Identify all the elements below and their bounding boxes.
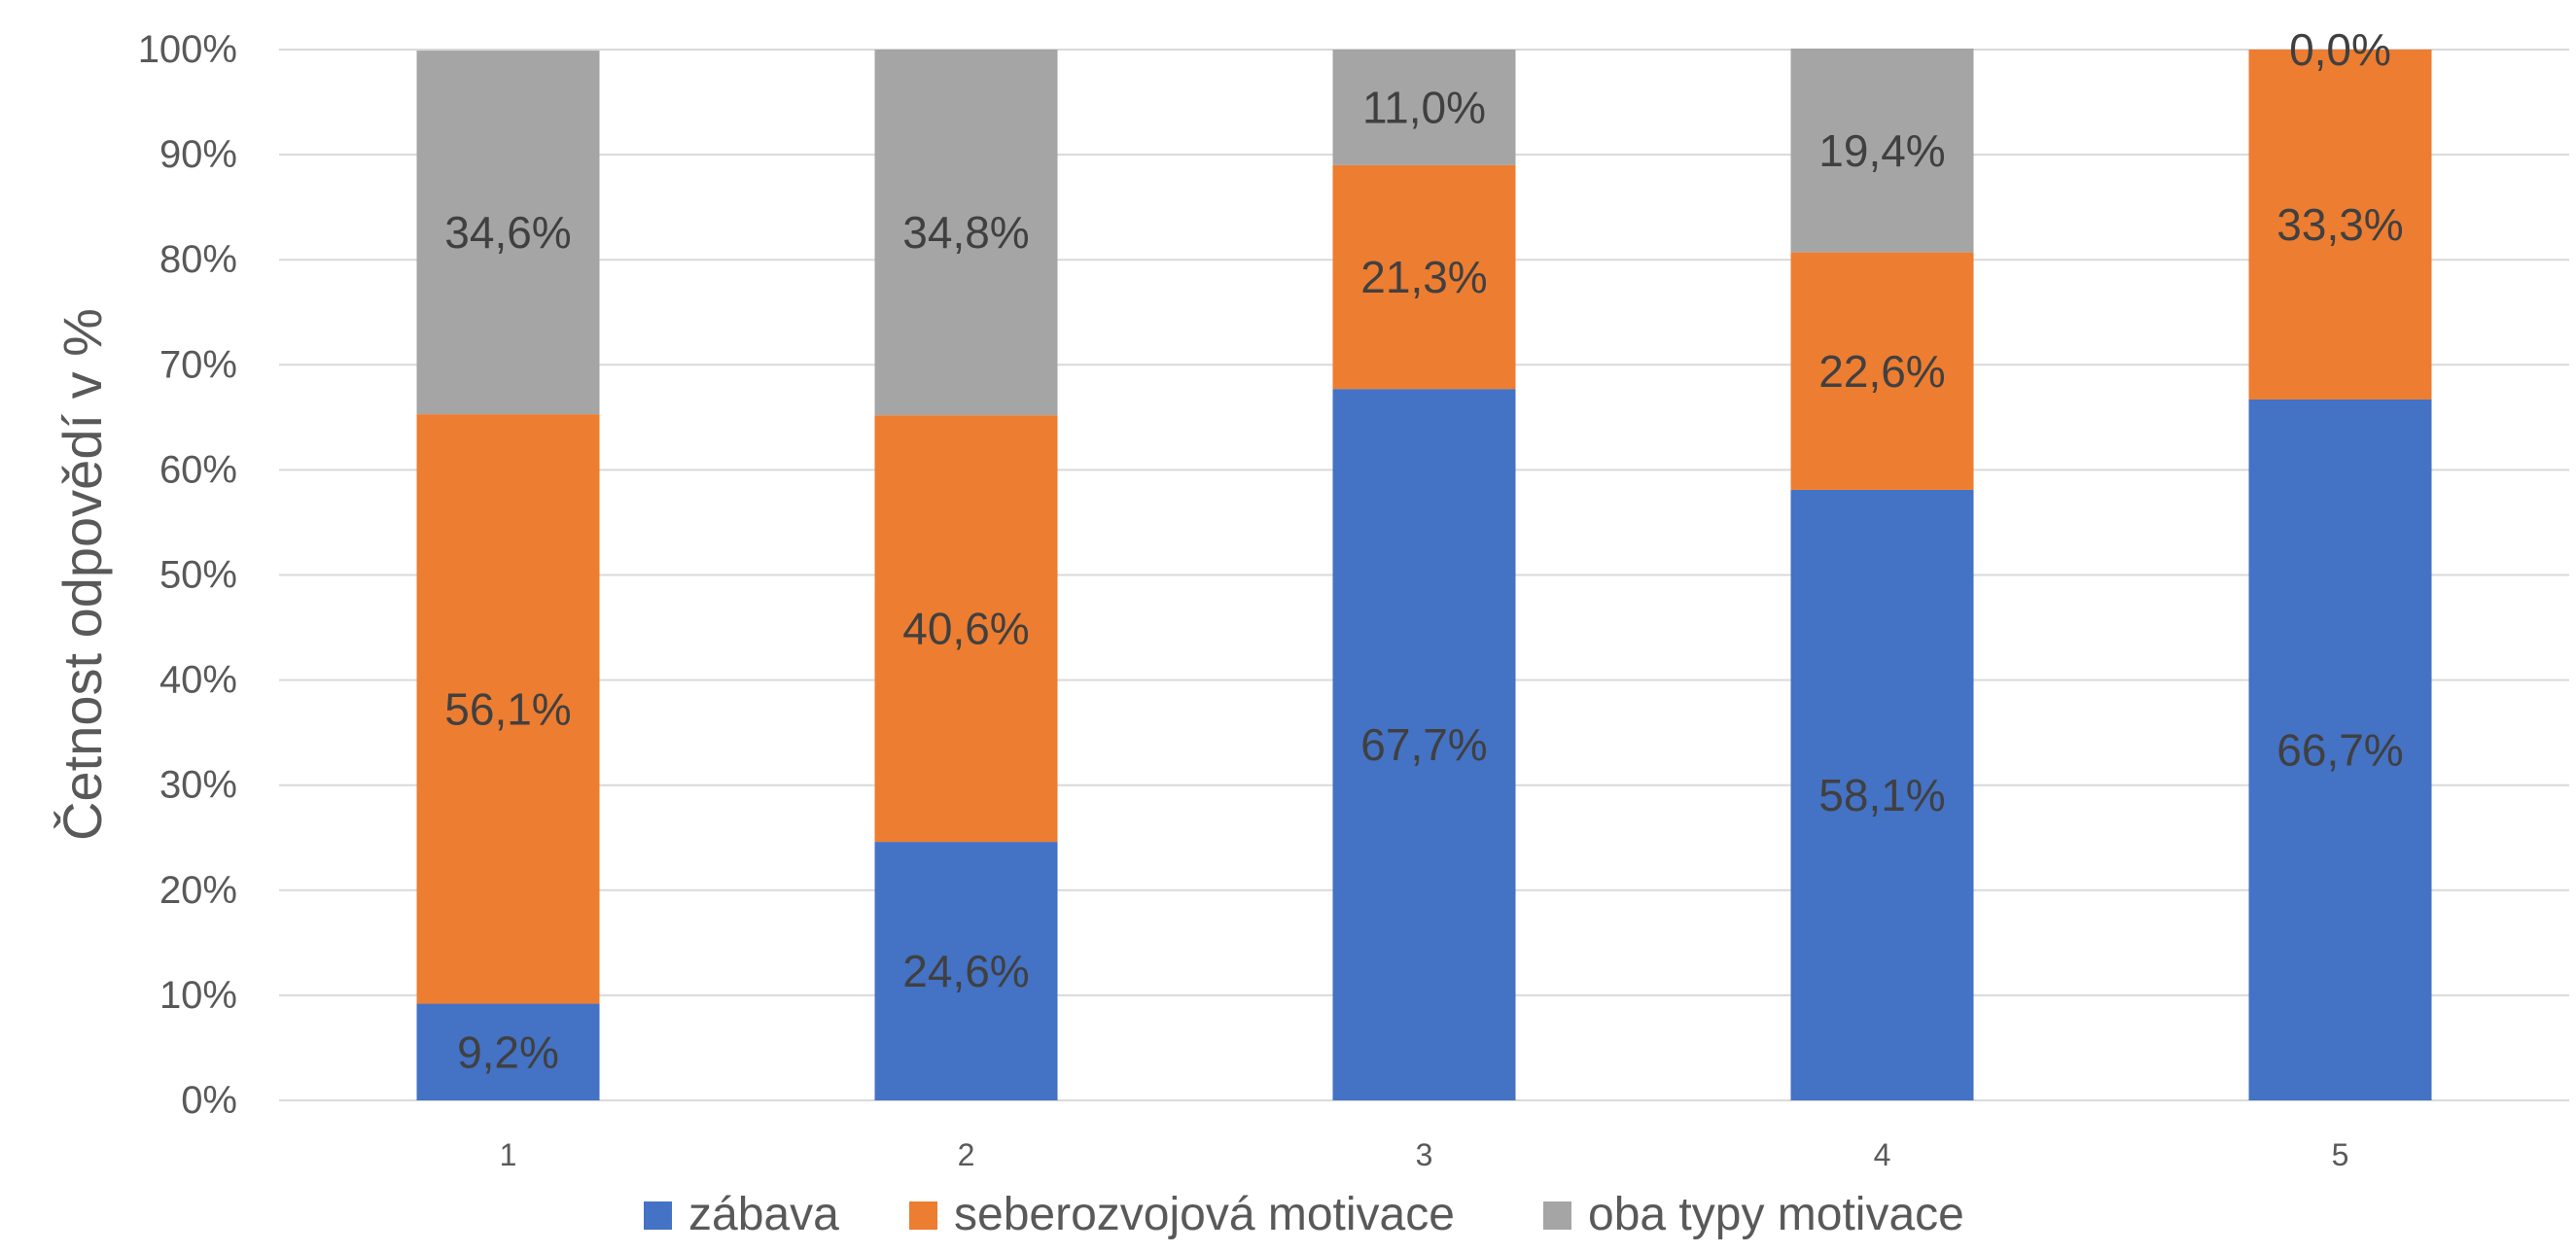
data-label-zabava-2: 24,6% bbox=[902, 946, 1029, 996]
bar-oba-typy-motivace-4 bbox=[1790, 48, 1974, 253]
data-label-oba-typy-motivace-4: 19,4% bbox=[1818, 125, 1945, 176]
y-tick-label-10: 10% bbox=[159, 974, 237, 1017]
data-label-zabava-1: 9,2% bbox=[457, 1027, 559, 1077]
y-tick-label-0: 0% bbox=[181, 1079, 237, 1122]
bar-seberozvojova-motivace-2 bbox=[874, 415, 1058, 843]
y-tick-label-80: 80% bbox=[159, 238, 237, 281]
data-label-zabava-4: 58,1% bbox=[1818, 770, 1945, 820]
bar-seberozvojova-motivace-5 bbox=[2248, 50, 2432, 400]
x-tick-label-2: 2 bbox=[958, 1137, 975, 1172]
y-tick-label-50: 50% bbox=[159, 554, 237, 597]
legend-swatch-zabava bbox=[644, 1201, 672, 1230]
y-tick-label-40: 40% bbox=[159, 659, 237, 702]
data-label-seberozvojova-motivace-3: 21,3% bbox=[1360, 252, 1487, 302]
y-tick-label-90: 90% bbox=[159, 133, 237, 176]
legend-swatch-seberozvojova-motivace bbox=[909, 1201, 937, 1230]
y-tick-label-60: 60% bbox=[159, 448, 237, 491]
y-tick-label-100: 100% bbox=[138, 28, 237, 71]
data-label-oba-typy-motivace-5: 0,0% bbox=[2289, 24, 2391, 75]
bar-oba-typy-motivace-3 bbox=[1332, 50, 1516, 165]
data-label-seberozvojova-motivace-2: 40,6% bbox=[902, 604, 1029, 654]
data-label-seberozvojova-motivace-4: 22,6% bbox=[1818, 346, 1945, 397]
bar-oba-typy-motivace-2 bbox=[874, 50, 1058, 416]
data-label-oba-typy-motivace-3: 11,0% bbox=[1362, 82, 1486, 132]
y-tick-label-20: 20% bbox=[159, 869, 237, 912]
data-label-zabava-5: 66,7% bbox=[2276, 724, 2403, 775]
data-label-oba-typy-motivace-2: 34,8% bbox=[902, 207, 1029, 258]
data-label-oba-typy-motivace-1: 34,6% bbox=[444, 207, 571, 258]
bar-zabava-4 bbox=[1790, 489, 1974, 1101]
legend-label-oba-typy-motivace: oba typy motivace bbox=[1588, 1189, 1964, 1240]
bar-zabava-2 bbox=[874, 842, 1058, 1100]
bar-oba-typy-motivace-1 bbox=[416, 51, 600, 415]
legend-swatch-oba-typy-motivace bbox=[1543, 1201, 1571, 1230]
y-tick-label-70: 70% bbox=[159, 343, 237, 386]
x-tick-label-3: 3 bbox=[1416, 1137, 1433, 1172]
bar-zabava-1 bbox=[416, 1003, 600, 1100]
data-label-seberozvojova-motivace-1: 56,1% bbox=[444, 683, 571, 734]
x-tick-label-4: 4 bbox=[1874, 1137, 1891, 1172]
bar-seberozvojova-motivace-4 bbox=[1790, 252, 1974, 490]
bars bbox=[416, 48, 2432, 1101]
x-tick-label-1: 1 bbox=[500, 1137, 517, 1172]
bar-seberozvojova-motivace-1 bbox=[416, 414, 600, 1004]
y-axis-title: Četnost odpovědí v % bbox=[52, 308, 113, 841]
legend-item-oba-typy-motivace: oba typy motivace bbox=[1543, 1192, 1964, 1238]
y-tick-label-30: 30% bbox=[159, 764, 237, 807]
bar-zabava-3 bbox=[1332, 389, 1516, 1101]
legend-item-zabava: zábava bbox=[644, 1192, 839, 1238]
x-axis-ticks: 1 2 3 4 5 bbox=[500, 1137, 2349, 1172]
bar-zabava-5 bbox=[2248, 399, 2432, 1100]
y-axis-ticks: 0% 10% 20% 30% 40% 50% 60% 70% 80% 90% 100% bbox=[138, 28, 237, 1122]
data-label-seberozvojova-motivace-5: 33,3% bbox=[2276, 199, 2403, 250]
bar-seberozvojova-motivace-3 bbox=[1332, 164, 1516, 390]
x-tick-label-5: 5 bbox=[2332, 1137, 2349, 1172]
legend-label-zabava: zábava bbox=[688, 1189, 839, 1240]
legend-item-seberozvojova-motivace: seberozvojová motivace bbox=[909, 1192, 1455, 1238]
data-labels: 9,2% 56,1% 34,6% 24,6% 40,6% 34,8% 67,7% 21,3% 1… bbox=[444, 24, 2403, 1077]
legend-label-seberozvojova-motivace: seberozvojová motivace bbox=[954, 1189, 1455, 1240]
data-label-zabava-3: 67,7% bbox=[1360, 719, 1487, 770]
